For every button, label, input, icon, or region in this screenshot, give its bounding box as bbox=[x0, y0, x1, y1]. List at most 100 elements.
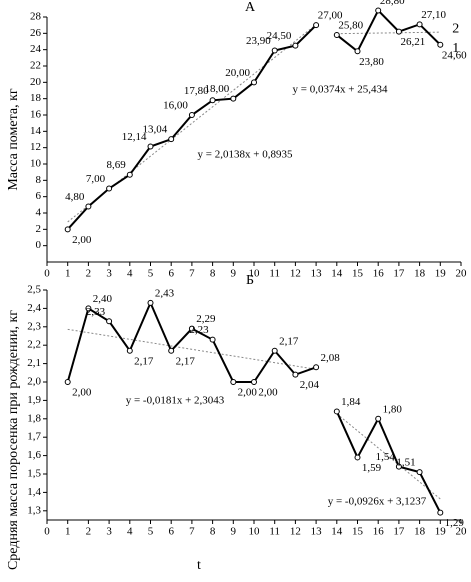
x-tick-label: 16 bbox=[373, 526, 385, 538]
value-label: 24,60 bbox=[442, 49, 467, 61]
y-tick-label: 6 bbox=[36, 190, 42, 202]
data-point bbox=[292, 42, 299, 49]
x-tick-label: 9 bbox=[231, 268, 237, 280]
y-tick-label: 2,5 bbox=[27, 284, 41, 296]
value-label: 2,00 bbox=[72, 387, 92, 399]
trend-equation: y = 2,0138x + 0,8935 bbox=[198, 149, 293, 161]
x-axis-label: t bbox=[197, 558, 201, 573]
data-point bbox=[64, 379, 71, 385]
data-point bbox=[168, 136, 175, 143]
value-label: 1,84 bbox=[341, 396, 361, 408]
value-label: 20,00 bbox=[225, 67, 250, 79]
x-tick-label: 7 bbox=[189, 268, 195, 280]
value-label: 12,14 bbox=[122, 131, 147, 143]
data-line bbox=[336, 8, 442, 53]
value-label: 2,08 bbox=[320, 352, 340, 364]
value-label: 24,50 bbox=[267, 30, 292, 42]
x-tick-label: 8 bbox=[210, 526, 216, 538]
data-point bbox=[85, 203, 92, 210]
data-point bbox=[333, 31, 340, 38]
data-point bbox=[230, 95, 237, 102]
data-point bbox=[375, 415, 382, 422]
y-tick-label: 8 bbox=[36, 174, 42, 186]
x-tick-label: 3 bbox=[106, 526, 112, 538]
data-point bbox=[188, 325, 195, 332]
x-tick-label: 8 bbox=[210, 268, 216, 280]
x-tick-label: 6 bbox=[168, 268, 174, 280]
series-annotation: 1 bbox=[452, 41, 459, 56]
data-point bbox=[395, 463, 402, 470]
data-point bbox=[416, 21, 423, 28]
y-tick-label: 22 bbox=[30, 60, 41, 72]
y-tick-label: 24 bbox=[30, 43, 42, 55]
data-point bbox=[354, 454, 361, 461]
value-label: 2,00 bbox=[238, 387, 258, 399]
value-label: 27,00 bbox=[318, 10, 343, 22]
data-point bbox=[106, 318, 113, 325]
trend-equation: y = -0,0181x + 2,3043 bbox=[126, 395, 225, 407]
value-label: 2,04 bbox=[300, 379, 320, 391]
x-tick-label: 12 bbox=[290, 526, 301, 538]
x-tick-label: 19 bbox=[435, 526, 447, 538]
value-label: 18,00 bbox=[205, 83, 230, 95]
data-point bbox=[292, 371, 299, 378]
x-tick-label: 1 bbox=[65, 526, 71, 538]
chart-title: Б bbox=[246, 273, 254, 288]
x-tick-label: 5 bbox=[148, 268, 154, 280]
y-tick-label: 1,6 bbox=[27, 449, 41, 461]
data-point bbox=[147, 143, 154, 150]
x-tick-label: 11 bbox=[269, 268, 280, 280]
y-tick-label: 1,8 bbox=[27, 412, 41, 424]
value-label: 1,59 bbox=[362, 462, 382, 474]
value-label: 16,00 bbox=[163, 100, 188, 112]
data-point bbox=[333, 408, 340, 415]
trend-equation: y = 0,0374x + 25,434 bbox=[293, 84, 388, 96]
data-point bbox=[209, 336, 216, 343]
data-point bbox=[354, 48, 361, 55]
chart-title: А bbox=[245, 0, 256, 15]
data-point bbox=[126, 171, 133, 178]
y-axis-label: Средняя масса поросенка при рождении, кг bbox=[6, 310, 21, 570]
data-point bbox=[64, 226, 71, 233]
value-label: 2,00 bbox=[258, 387, 278, 399]
y-tick-label: 2,2 bbox=[27, 339, 41, 351]
value-label: 23,80 bbox=[359, 56, 384, 68]
x-tick-label: 2 bbox=[86, 268, 92, 280]
y-tick-label: 4 bbox=[36, 207, 42, 219]
data-point bbox=[251, 79, 257, 86]
x-tick-label: 2 bbox=[86, 526, 92, 538]
y-tick-label: 26 bbox=[30, 27, 42, 39]
value-label: 2,00 bbox=[72, 234, 92, 246]
y-tick-label: 2 bbox=[36, 223, 42, 235]
y-tick-label: 10 bbox=[30, 158, 42, 170]
value-label: 1,51 bbox=[396, 457, 415, 469]
value-label: 4,80 bbox=[65, 191, 85, 203]
x-tick-label: 18 bbox=[414, 526, 426, 538]
x-tick-label: 13 bbox=[311, 268, 323, 280]
y-axis-label: Масса помета, кг bbox=[6, 88, 21, 191]
data-point bbox=[188, 112, 195, 118]
data-line bbox=[66, 24, 317, 231]
data-point bbox=[271, 347, 278, 354]
value-label: 1,54 bbox=[376, 451, 396, 463]
value-label: 26,21 bbox=[401, 36, 426, 48]
x-tick-label: 15 bbox=[352, 526, 364, 538]
trend-line bbox=[67, 328, 317, 370]
data-point bbox=[126, 347, 133, 354]
y-tick-label: 2,1 bbox=[27, 357, 41, 369]
value-label: 1,80 bbox=[383, 403, 403, 415]
data-point bbox=[416, 469, 423, 476]
value-label: 8,69 bbox=[107, 159, 127, 171]
value-label: 28,80 bbox=[380, 0, 405, 7]
data-point bbox=[251, 379, 257, 385]
value-label: 2,17 bbox=[176, 355, 196, 367]
data-point bbox=[168, 347, 175, 354]
y-tick-label: 2,0 bbox=[27, 376, 41, 388]
y-tick-label: 1,5 bbox=[27, 468, 41, 480]
y-tick-label: 20 bbox=[30, 76, 42, 88]
x-tick-label: 16 bbox=[373, 268, 385, 280]
y-tick-label: 0 bbox=[36, 239, 42, 251]
x-tick-label: 13 bbox=[311, 526, 323, 538]
series-annotation: 2 bbox=[452, 21, 459, 36]
